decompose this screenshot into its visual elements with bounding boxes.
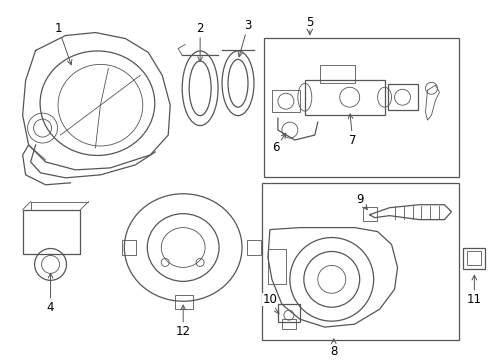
Bar: [463, 248, 484, 269]
Text: 8: 8: [329, 339, 337, 357]
Bar: [271, 90, 299, 112]
Bar: [122, 239, 136, 256]
Bar: [387, 84, 417, 110]
Text: 2: 2: [196, 22, 203, 62]
Text: 12: 12: [175, 305, 190, 338]
Bar: [175, 295, 193, 309]
Bar: [277, 304, 299, 322]
Bar: [264, 37, 458, 177]
Bar: [22, 210, 81, 255]
Bar: [362, 207, 376, 221]
Bar: [246, 239, 261, 256]
Bar: [467, 252, 480, 265]
Text: 5: 5: [305, 16, 313, 29]
Text: 10: 10: [262, 293, 278, 314]
Bar: [267, 249, 285, 284]
Text: 11: 11: [466, 275, 481, 306]
Text: 7: 7: [347, 114, 356, 147]
Text: 4: 4: [47, 273, 54, 314]
Text: 6: 6: [272, 133, 285, 154]
Bar: [304, 80, 384, 115]
Bar: [262, 183, 458, 340]
Bar: [281, 319, 295, 329]
Text: 9: 9: [355, 193, 366, 210]
Bar: [319, 66, 354, 83]
Text: 1: 1: [55, 22, 72, 65]
Text: 3: 3: [238, 19, 251, 57]
